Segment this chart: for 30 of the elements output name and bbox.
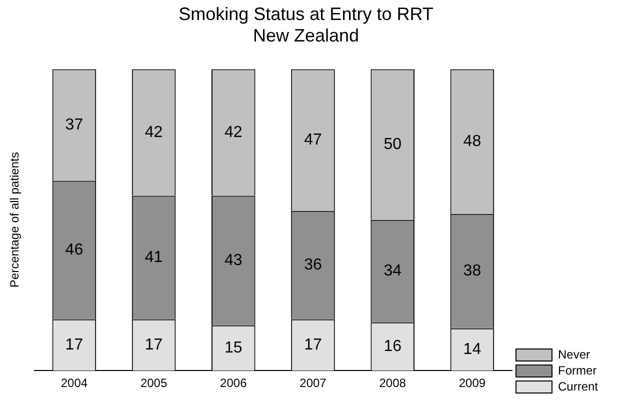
y-axis-title: Percentage of all patients	[8, 152, 22, 288]
data-label: 36	[304, 256, 322, 274]
data-label: 38	[463, 262, 482, 280]
data-label: 47	[304, 131, 322, 148]
legend-label: Former	[558, 363, 597, 378]
data-label: 17	[144, 336, 163, 354]
data-label: 15	[224, 339, 242, 356]
legend-label: Never	[558, 347, 590, 362]
data-label: 41	[144, 248, 163, 266]
chart-title: Smoking Status at Entry to RRT	[178, 4, 434, 24]
data-label: 34	[384, 262, 402, 280]
data-label: 17	[65, 336, 84, 354]
data-label: 37	[65, 116, 84, 134]
data-label: 46	[65, 241, 84, 258]
x-tick-label: 2008	[379, 376, 406, 390]
chart-subtitle: New Zealand	[252, 25, 360, 46]
data-label: 48	[463, 132, 482, 150]
data-label: 50	[384, 136, 402, 153]
data-label: 42	[224, 124, 242, 141]
x-tick-label: 2009	[458, 376, 486, 390]
x-tick-label: 2007	[300, 376, 327, 390]
data-label: 43	[224, 252, 242, 269]
data-label: 14	[463, 340, 482, 358]
data-label: 17	[304, 336, 322, 354]
x-tick-label: 2006	[220, 376, 248, 390]
data-label: 16	[384, 338, 402, 355]
x-tick-label: 2004	[60, 376, 88, 390]
legend-label: Current	[558, 379, 599, 394]
x-tick-label: 2005	[140, 376, 168, 390]
data-label: 42	[144, 124, 163, 141]
